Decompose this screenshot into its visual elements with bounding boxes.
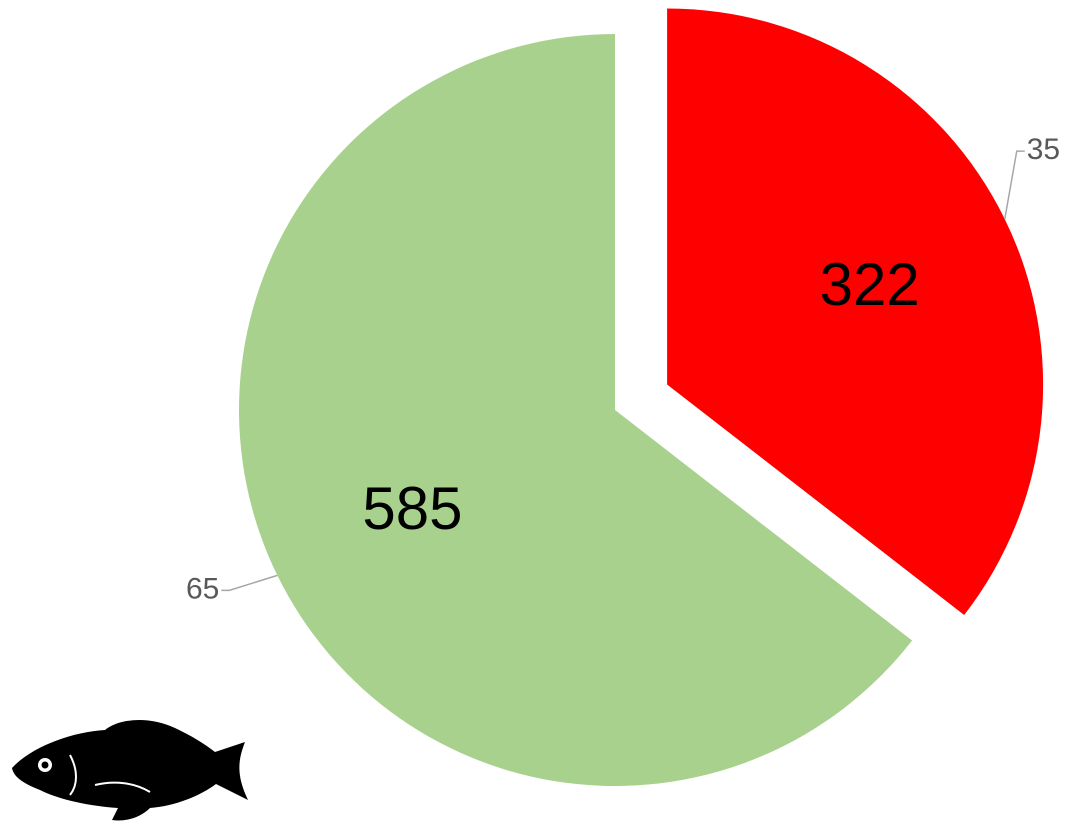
pie-slice [667, 8, 1044, 615]
leader-line [1004, 150, 1025, 220]
leader-line [221, 574, 278, 592]
slice-value-label: 585 [362, 475, 462, 542]
fish-icon [12, 719, 248, 821]
percent-label: 65 [186, 572, 219, 605]
slice-value-label: 322 [820, 251, 920, 318]
pie-slice [238, 34, 913, 786]
percent-label: 35 [1027, 133, 1060, 166]
